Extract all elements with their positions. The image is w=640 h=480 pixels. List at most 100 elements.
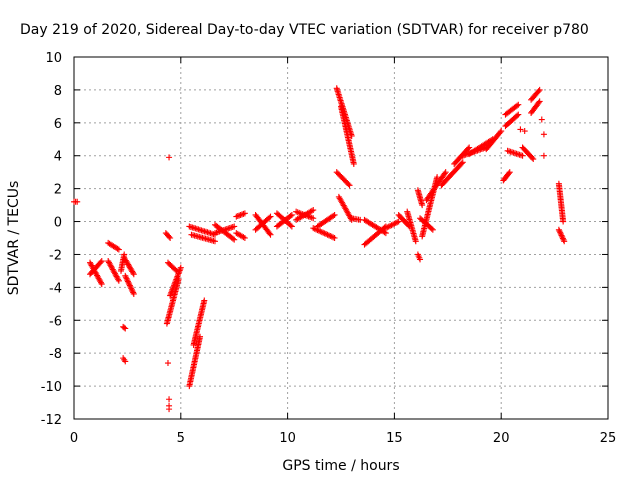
x-tick-label: 10 (279, 431, 296, 446)
data-point (506, 169, 513, 176)
x-tick-label: 25 (600, 431, 617, 446)
x-tick-label: 20 (493, 431, 510, 446)
data-point (130, 290, 137, 297)
data-point (122, 325, 129, 332)
data-point (128, 285, 135, 292)
data-point (287, 222, 294, 229)
x-tick-label: 15 (386, 431, 403, 446)
data-point (201, 297, 208, 304)
data-point (540, 131, 547, 138)
data-point (266, 214, 273, 221)
data-point (241, 235, 248, 241)
data-point (536, 98, 543, 105)
data-point (419, 202, 426, 209)
data-point (321, 230, 328, 237)
data-point (515, 111, 522, 118)
data-point (505, 170, 512, 177)
data-point (521, 128, 528, 135)
data-point (381, 229, 388, 236)
data-point (166, 396, 173, 403)
gridlines (74, 57, 608, 419)
data-point (115, 246, 122, 253)
y-tick-label: 8 (54, 84, 62, 99)
data-point (560, 236, 567, 243)
data-point (519, 152, 526, 159)
data-point (288, 223, 295, 230)
data-point (231, 236, 238, 243)
data-point (129, 288, 136, 295)
data-point (267, 231, 274, 238)
data-point (561, 238, 568, 245)
data-point (556, 228, 563, 235)
data-point (114, 245, 121, 252)
data-point (310, 207, 317, 214)
data-point (167, 235, 174, 241)
data-point (331, 211, 338, 218)
data-point (394, 219, 401, 226)
data-point (327, 233, 334, 240)
y-tick-label: -6 (49, 314, 62, 329)
y-tick-label: -8 (49, 347, 62, 362)
data-point (97, 259, 104, 266)
x-tick-label: 0 (70, 431, 78, 446)
data-point (122, 274, 129, 281)
data-point (74, 198, 81, 205)
data-point (535, 99, 542, 106)
data-point (229, 235, 236, 242)
data-point (166, 233, 173, 240)
x-tick-label: 5 (177, 431, 185, 446)
chart-title: Day 219 of 2020, Sidereal Day-to-day VTE… (20, 22, 589, 38)
data-point (97, 279, 104, 286)
data-point (346, 182, 353, 189)
data-point (197, 333, 204, 340)
data-point (538, 116, 545, 123)
data-point (514, 102, 521, 109)
data-point (330, 212, 337, 219)
data-point (560, 218, 567, 225)
data-point (529, 154, 536, 161)
data-point (417, 256, 424, 263)
data-point (130, 269, 137, 276)
data-point (428, 225, 435, 232)
data-point (267, 213, 274, 220)
y-tick-label: -2 (49, 248, 62, 263)
data-point (211, 238, 218, 245)
data-point (126, 281, 133, 288)
data-point (308, 207, 315, 214)
data-point (287, 212, 294, 219)
data-point (128, 286, 135, 293)
data-point (459, 159, 466, 166)
data-point (166, 154, 173, 161)
data-point (323, 231, 330, 238)
y-tick-label: 2 (54, 183, 62, 198)
data-point (115, 276, 122, 283)
data-point (458, 160, 465, 167)
data-point (350, 160, 357, 167)
data-point (240, 234, 247, 241)
x-axis-label: GPS time / hours (282, 458, 399, 474)
data-point (115, 277, 122, 284)
y-tick-label: 6 (54, 117, 62, 132)
y-axis-label: SDTVAR / TECUs (6, 181, 22, 296)
data-point (557, 231, 564, 238)
data-point (325, 232, 332, 239)
data-point (442, 169, 449, 176)
data-point (514, 112, 521, 119)
data-point (429, 226, 436, 233)
data-point (515, 101, 522, 108)
data-point (125, 279, 132, 286)
plot-frame (73, 56, 609, 420)
data-point (164, 360, 171, 367)
data-point (324, 231, 331, 238)
y-tick-label: 0 (54, 216, 62, 231)
data-point (310, 225, 317, 232)
data-point (559, 233, 566, 240)
data-point (315, 227, 322, 234)
data-point (530, 156, 537, 163)
data-point (317, 228, 324, 235)
data-point (130, 271, 137, 278)
data-point (177, 264, 184, 271)
data-point (124, 277, 131, 284)
data-point (320, 229, 327, 236)
